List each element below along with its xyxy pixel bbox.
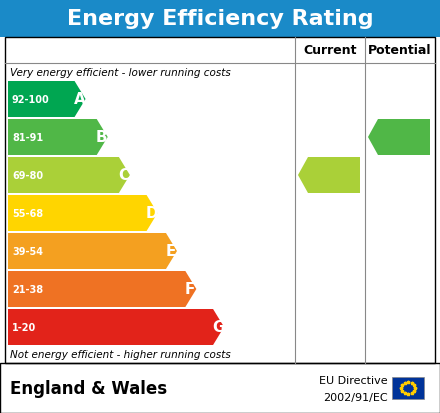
Text: 2002/91/EC: 2002/91/EC — [323, 392, 388, 402]
Text: Very energy efficient - lower running costs: Very energy efficient - lower running co… — [10, 68, 231, 78]
Text: 69-80: 69-80 — [12, 171, 43, 180]
Text: G: G — [212, 320, 224, 335]
Polygon shape — [8, 158, 130, 194]
Text: A: A — [73, 92, 85, 107]
Text: 85: 85 — [392, 129, 417, 147]
Text: 21-38: 21-38 — [12, 284, 43, 294]
Polygon shape — [8, 195, 158, 231]
Bar — [392, 377, 424, 399]
Text: C: C — [118, 168, 129, 183]
Polygon shape — [298, 158, 360, 194]
Text: 71: 71 — [322, 166, 347, 185]
Polygon shape — [8, 82, 85, 118]
Text: E: E — [166, 244, 176, 259]
Text: 55-68: 55-68 — [12, 209, 43, 218]
Text: Energy Efficiency Rating: Energy Efficiency Rating — [67, 9, 373, 29]
Polygon shape — [8, 309, 224, 345]
Polygon shape — [368, 120, 430, 156]
Text: 81-91: 81-91 — [12, 133, 43, 142]
Text: Current: Current — [303, 44, 357, 57]
Text: B: B — [96, 130, 107, 145]
Text: 39-54: 39-54 — [12, 247, 43, 256]
Polygon shape — [8, 233, 177, 269]
Text: England & Wales: England & Wales — [10, 379, 167, 397]
Text: F: F — [185, 282, 195, 297]
Polygon shape — [8, 120, 108, 156]
Text: Not energy efficient - higher running costs: Not energy efficient - higher running co… — [10, 349, 231, 359]
Polygon shape — [8, 271, 196, 307]
Text: 92-100: 92-100 — [12, 95, 50, 105]
Text: 1-20: 1-20 — [12, 322, 36, 332]
Text: EU Directive: EU Directive — [319, 375, 388, 386]
Text: D: D — [145, 206, 158, 221]
Bar — [0, 363, 440, 413]
Bar — [0, 0, 440, 38]
Bar — [5, 38, 435, 363]
Text: Potential: Potential — [368, 44, 432, 57]
